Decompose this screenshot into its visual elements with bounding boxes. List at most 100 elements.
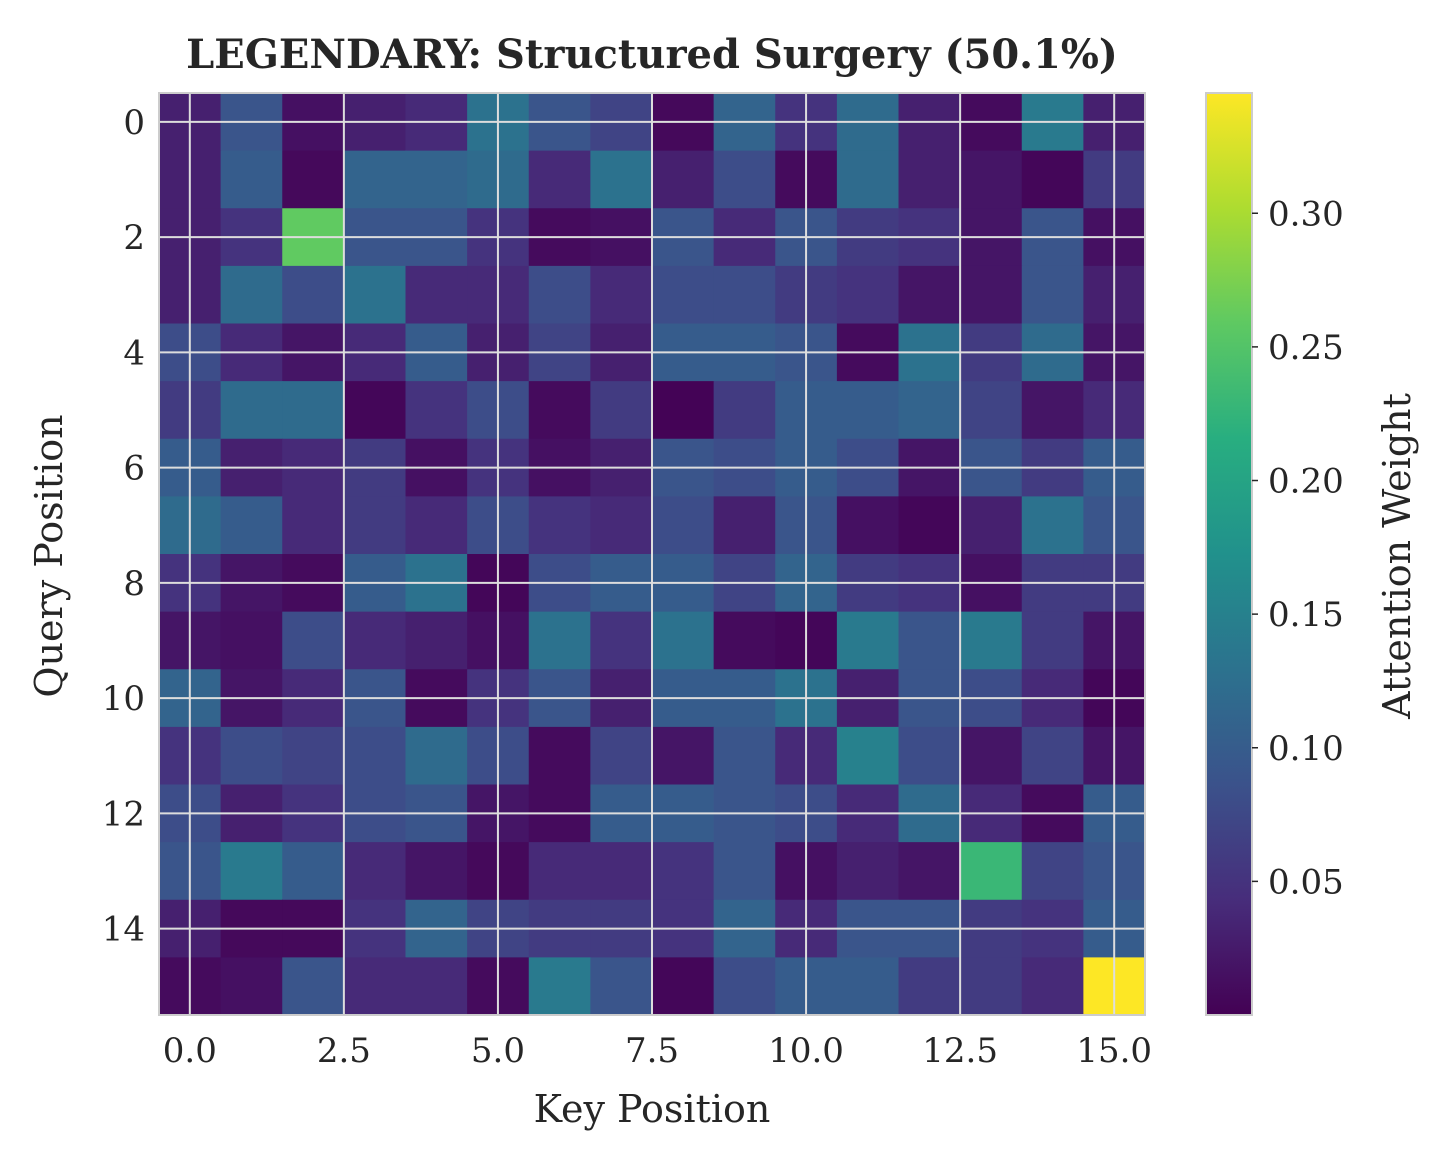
- colorbar-tick-label: 0.20: [1268, 462, 1344, 502]
- heatmap-cell: [220, 150, 283, 209]
- y-tick-label: 14: [102, 910, 145, 950]
- heatmap-cell: [713, 611, 776, 670]
- heatmap-cell: [652, 496, 715, 555]
- heatmap-cell: [652, 957, 715, 1016]
- heatmap-cell: [713, 496, 776, 555]
- heatmap-cell: [590, 726, 653, 786]
- heatmap-cell: [960, 842, 1023, 901]
- heatmap-cell: [282, 265, 345, 325]
- heatmap-cell: [282, 381, 345, 440]
- heatmap-cell: [405, 726, 468, 786]
- heatmap-cell: [590, 265, 653, 325]
- heatmap-cell: [343, 150, 407, 209]
- heatmap-cell: [528, 842, 591, 901]
- y-tick-label: 4: [123, 333, 145, 373]
- heatmap-cell: [220, 842, 283, 901]
- heatmap-cell: [652, 611, 715, 670]
- heatmap-cell: [652, 265, 715, 325]
- heatmap-cell: [713, 265, 776, 325]
- heatmap-cell: [836, 842, 900, 901]
- heatmap-cell: [836, 611, 900, 670]
- heatmap-cell: [898, 842, 961, 901]
- heatmap-cell: [528, 381, 591, 440]
- heatmap-cell: [836, 496, 900, 555]
- heatmap-cell: [960, 150, 1023, 209]
- heatmap-cell: [282, 726, 345, 786]
- heatmap-cell: [405, 611, 468, 670]
- heatmap-cell: [282, 842, 345, 901]
- x-tick-label: 12.5: [922, 1031, 998, 1071]
- heatmap-cell: [405, 957, 468, 1016]
- heatmap-cell: [590, 611, 653, 670]
- x-tick-label: 10.0: [768, 1031, 844, 1071]
- x-tick-label: 7.5: [625, 1031, 679, 1071]
- heatmap-cell: [343, 842, 407, 901]
- heatmap-cell: [652, 842, 715, 901]
- heatmap-cell: [528, 150, 591, 209]
- heatmap-cell: [528, 957, 591, 1016]
- heatmap-cell: [960, 265, 1023, 325]
- y-tick-label: 8: [123, 564, 145, 604]
- heatmap-cell: [528, 726, 591, 786]
- heatmap-cell: [898, 150, 961, 209]
- colorbar-tick-label: 0.25: [1268, 328, 1344, 368]
- heatmap-cells: [159, 93, 1146, 1016]
- heatmap-cell: [836, 726, 900, 786]
- heatmap-cell: [960, 726, 1023, 786]
- heatmap-cell: [1021, 842, 1084, 901]
- gridlines: [159, 93, 1145, 1015]
- heatmap-cell: [282, 496, 345, 555]
- x-axis-ticks: 0.0 2.5 5.0 7.5 10.0 12.5 15.0: [163, 1031, 1152, 1071]
- heatmap-cell: [282, 150, 345, 209]
- colorbar-tick-label: 0.30: [1268, 194, 1344, 234]
- heatmap-cell: [713, 150, 776, 209]
- heatmap-cell: [220, 265, 283, 325]
- heatmap-cell: [713, 381, 776, 440]
- heatmap-cell: [713, 957, 776, 1016]
- chart-title: LEGENDARY: Structured Surgery (50.1%): [186, 31, 1118, 78]
- heatmap-cell: [343, 957, 407, 1016]
- heatmap-cell: [590, 496, 653, 555]
- heatmap-cell: [282, 957, 345, 1016]
- y-tick-label: 10: [102, 679, 145, 719]
- heatmap-cell: [960, 381, 1023, 440]
- heatmap-cell: [1021, 726, 1084, 786]
- heatmap-cell: [220, 726, 283, 786]
- heatmap-cell: [343, 381, 407, 440]
- heatmap-cell: [1021, 957, 1084, 1016]
- heatmap-cell: [898, 265, 961, 325]
- y-tick-label: 6: [123, 449, 145, 489]
- colorbar-tick-label: 0.05: [1268, 862, 1344, 902]
- heatmap-cell: [652, 150, 715, 209]
- heatmap-cell: [1021, 611, 1084, 670]
- colorbar: [1205, 92, 1253, 1016]
- heatmap-cell: [343, 496, 407, 555]
- heatmap-cell: [220, 957, 283, 1016]
- heatmap-cell: [343, 611, 407, 670]
- heatmap-cell: [1021, 381, 1084, 440]
- heatmap-cell: [960, 611, 1023, 670]
- heatmap-cell: [898, 381, 961, 440]
- heatmap-cell: [652, 381, 715, 440]
- heatmap-cell: [652, 726, 715, 786]
- heatmap-cell: [960, 957, 1023, 1016]
- x-tick-label: 0.0: [163, 1031, 217, 1071]
- heatmap-cell: [405, 265, 468, 325]
- colorbar-ticks: 0.05 0.10 0.15 0.20 0.25 0.30: [1252, 194, 1344, 902]
- heatmap-cell: [220, 381, 283, 440]
- heatmap-cell: [590, 842, 653, 901]
- heatmap-cell: [1021, 265, 1084, 325]
- heatmap-cell: [898, 957, 961, 1016]
- heatmap-cell: [590, 957, 653, 1016]
- heatmap-cell: [220, 611, 283, 670]
- heatmap-cell: [1021, 150, 1084, 209]
- heatmap-cell: [836, 150, 900, 209]
- heatmap-cell: [528, 265, 591, 325]
- x-tick-label: 5.0: [471, 1031, 525, 1071]
- colorbar-tick-label: 0.10: [1268, 729, 1344, 769]
- heatmap-cell: [898, 496, 961, 555]
- heatmap-cell: [836, 381, 900, 440]
- heatmap-cell: [405, 150, 468, 209]
- heatmap-cell: [220, 496, 283, 555]
